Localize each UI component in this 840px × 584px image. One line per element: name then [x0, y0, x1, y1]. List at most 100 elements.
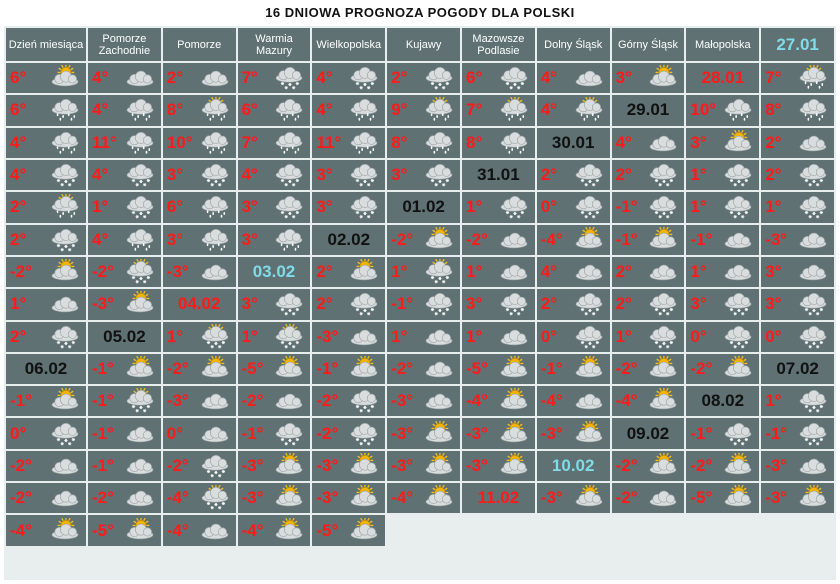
date-cell: 09.02	[611, 418, 685, 449]
sun-cloud-icon	[350, 485, 378, 507]
cloud-icon	[126, 99, 154, 115]
cloud-icon	[500, 329, 528, 345]
cloud-icon	[51, 297, 79, 313]
temperature: 10°	[690, 100, 717, 120]
sun-cloud-icon	[350, 355, 378, 378]
rain-icon	[56, 113, 76, 122]
forecast-cell: -2°	[88, 256, 161, 288]
temperature: -4°	[466, 391, 488, 411]
forecast-cell: -1°	[686, 418, 760, 449]
snow-icon	[131, 275, 150, 284]
cloud-snow-icon	[500, 67, 528, 90]
forecast-cell: 1°	[761, 192, 834, 223]
temperature: 1°	[466, 326, 483, 346]
temperature: -2°	[391, 358, 414, 378]
cloud-icon	[650, 490, 677, 507]
temperature: 2°	[166, 68, 184, 88]
cloud-icon	[201, 264, 228, 281]
forecast-cell: -2°	[312, 418, 386, 449]
snow-icon	[356, 308, 375, 316]
temperature: -2°	[166, 455, 189, 475]
temperature: 0°	[765, 326, 782, 346]
temperature: -5°	[316, 520, 339, 540]
cloud-snow-icon	[575, 325, 602, 349]
cloud-icon	[425, 329, 453, 345]
cloud-icon	[276, 99, 303, 115]
forecast-cell: 6°	[6, 63, 86, 94]
rain-icon	[505, 113, 524, 122]
forecast-cell: 2°	[761, 159, 834, 191]
rain-icon	[206, 210, 225, 219]
cloud-icon	[724, 422, 752, 439]
cloud-icon	[650, 196, 677, 212]
temperature: 3°	[316, 197, 333, 217]
forecast-cell: 7°	[237, 127, 311, 158]
temperature: -3°	[540, 488, 563, 508]
cloud-icon	[575, 99, 602, 115]
forecast-cell: -3°	[312, 321, 386, 352]
forecast-cell: -3°	[237, 483, 311, 514]
temperature: -2°	[92, 262, 114, 282]
temperature: -3°	[466, 455, 488, 475]
snow-icon	[730, 211, 749, 219]
cloud-snow-icon	[51, 422, 79, 446]
cloud-icon	[799, 458, 827, 475]
temperature: -4°	[166, 520, 189, 540]
cloud-icon	[126, 261, 154, 277]
forecast-cell: -1°	[761, 418, 834, 449]
temperature: 4°	[540, 262, 558, 282]
temperature: -4°	[391, 488, 414, 508]
sun-cloud-icon	[724, 129, 752, 151]
temperature: -1°	[92, 423, 114, 443]
snow-icon	[430, 82, 450, 90]
cloud-icon	[799, 232, 827, 248]
temperature: -3°	[166, 262, 189, 282]
cloud-icon	[799, 325, 827, 342]
cloud-icon	[425, 99, 453, 115]
forecast-cell: 4°	[611, 127, 685, 158]
cloud-rain-icon	[51, 99, 79, 122]
forecast-cell: 2°	[387, 63, 460, 94]
forecast-cell: -1°	[312, 353, 386, 385]
forecast-cell: -3°	[536, 418, 610, 449]
cloud-snow-icon	[650, 325, 677, 349]
cloud-icon	[201, 426, 228, 442]
cloud-snow-icon	[799, 422, 827, 446]
cloud-rain-icon	[425, 131, 453, 154]
cloud-icon	[276, 393, 303, 410]
forecast-cell: 2°	[536, 159, 610, 191]
forecast-cell: 8°	[387, 127, 460, 158]
forecast-cell: 6°	[162, 192, 236, 223]
sun-cloud-icon	[425, 485, 453, 507]
cloud-rain-icon	[276, 99, 303, 122]
cloud-icon	[500, 196, 528, 212]
snow-icon	[356, 211, 375, 219]
cloud-icon	[201, 393, 228, 410]
snow-icon	[56, 179, 76, 187]
snow-icon	[804, 211, 824, 219]
forecast-cell: 4°	[88, 63, 161, 94]
temperature: -5°	[241, 358, 264, 378]
sun-cloud-icon	[650, 388, 677, 410]
cloud-icon	[51, 422, 79, 439]
temperature: -3°	[540, 423, 563, 443]
temperature: -3°	[765, 488, 788, 508]
snow-icon	[281, 179, 300, 187]
date-cell: 28.01	[686, 63, 760, 94]
cloud-icon	[799, 232, 827, 248]
forecast-cell: -2°	[462, 224, 535, 255]
forecast-cell: -3°	[387, 418, 460, 449]
sun-cloud-icon	[51, 388, 79, 410]
rain-icon	[131, 242, 150, 251]
temperature: 3°	[241, 229, 258, 249]
cloud-icon	[425, 329, 453, 345]
cloud-icon	[201, 70, 228, 87]
cloud-icon	[126, 70, 154, 87]
cloud-snow-icon	[276, 422, 303, 446]
sun-cloud-snow-icon	[201, 485, 228, 510]
cloud-snow-icon	[350, 67, 378, 90]
cloud-rain-icon	[724, 99, 752, 122]
cloud-icon	[575, 164, 602, 180]
temperature: 4°	[241, 165, 258, 185]
rain-icon	[355, 113, 375, 122]
